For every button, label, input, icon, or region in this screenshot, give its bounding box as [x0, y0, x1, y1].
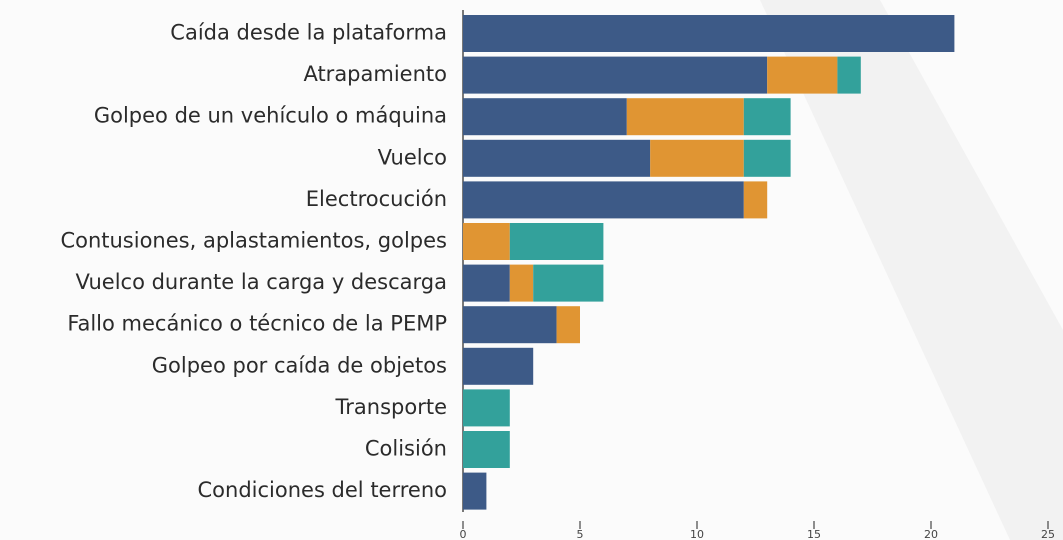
category-label: Electrocución — [306, 187, 447, 211]
bar-segment — [463, 181, 744, 219]
bar-segment — [509, 223, 604, 260]
category-label: Atrapamiento — [303, 62, 447, 86]
bar-segment — [463, 264, 510, 302]
bar-segment — [509, 264, 534, 302]
category-label: Vuelco durante la carga y descarga — [76, 270, 447, 294]
category-label: Vuelco — [378, 145, 447, 169]
x-tick-label: 10 — [690, 528, 704, 540]
category-label: Caída desde la plataforma — [170, 21, 447, 45]
x-tick-label: 5 — [577, 528, 584, 540]
bar-segment — [463, 347, 534, 385]
bar-segment — [556, 306, 580, 344]
x-tick-label: 15 — [807, 528, 821, 540]
bar-segment — [837, 56, 861, 94]
bar-segment — [743, 98, 791, 136]
x-tick-label: 20 — [924, 528, 938, 540]
background-stripe — [760, 0, 1063, 540]
bar-segment — [626, 98, 744, 136]
x-tick-label: 0 — [460, 528, 467, 540]
bar-segment — [463, 223, 510, 260]
bar-segment — [463, 98, 627, 136]
category-label: Condiciones del terreno — [198, 478, 448, 502]
bar-segment — [463, 431, 510, 468]
bar-segment — [463, 389, 510, 427]
category-label: Contusiones, aplastamientos, golpes — [60, 229, 447, 253]
bar-segment — [463, 56, 768, 94]
bar-segment — [743, 139, 791, 177]
category-label: Fallo mecánico o técnico de la PEMP — [67, 312, 447, 336]
bar-segment — [463, 472, 487, 510]
bar-segment — [533, 264, 604, 302]
bar-segment — [767, 56, 838, 94]
bar-segment — [650, 139, 744, 177]
category-label: Colisión — [365, 437, 447, 461]
category-label: Golpeo de un vehículo o máquina — [94, 104, 447, 128]
bar-segment — [463, 15, 955, 52]
x-tick-label: 25 — [1041, 528, 1055, 540]
category-label: Golpeo por caída de objetos — [152, 353, 447, 377]
category-label: Transporte — [335, 395, 447, 419]
bar-segment — [463, 139, 651, 177]
bar-segment — [463, 306, 557, 344]
bar-segment — [743, 181, 768, 219]
